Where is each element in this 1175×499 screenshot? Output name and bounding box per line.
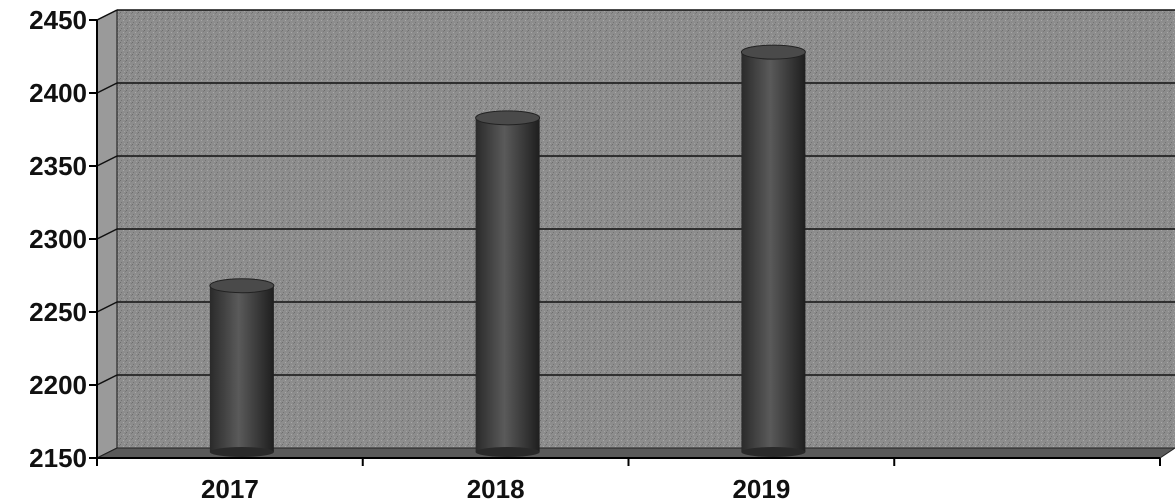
bar-body — [741, 52, 806, 453]
x-tick-label: 2018 — [467, 474, 525, 499]
bar-top — [209, 278, 275, 294]
bar-base — [741, 447, 806, 457]
y-tick-label: 2350 — [29, 151, 87, 181]
y-tick-label: 2400 — [29, 78, 87, 108]
gridline-side — [96, 82, 118, 94]
bar-top — [740, 44, 806, 60]
bar — [209, 278, 275, 457]
bar — [475, 110, 541, 457]
y-tick-label: 2300 — [29, 224, 87, 254]
bar-body — [209, 285, 274, 452]
y-tick-label: 2450 — [29, 5, 87, 35]
bar-body — [475, 117, 540, 452]
y-tick-label: 2250 — [29, 297, 87, 327]
bar-base — [209, 447, 274, 457]
bar — [740, 44, 806, 457]
gridline-side — [96, 301, 118, 313]
y-tick-label: 2150 — [29, 443, 87, 473]
bar-base — [475, 447, 540, 457]
gridline-side — [96, 9, 118, 21]
x-tick-label: 2019 — [732, 474, 790, 499]
gridline-side — [96, 374, 118, 386]
x-tick-label: 2017 — [201, 474, 259, 499]
gridline-side — [96, 228, 118, 240]
bar-top — [475, 110, 541, 126]
gridline-side — [96, 155, 118, 167]
y-tick-label: 2200 — [29, 370, 87, 400]
